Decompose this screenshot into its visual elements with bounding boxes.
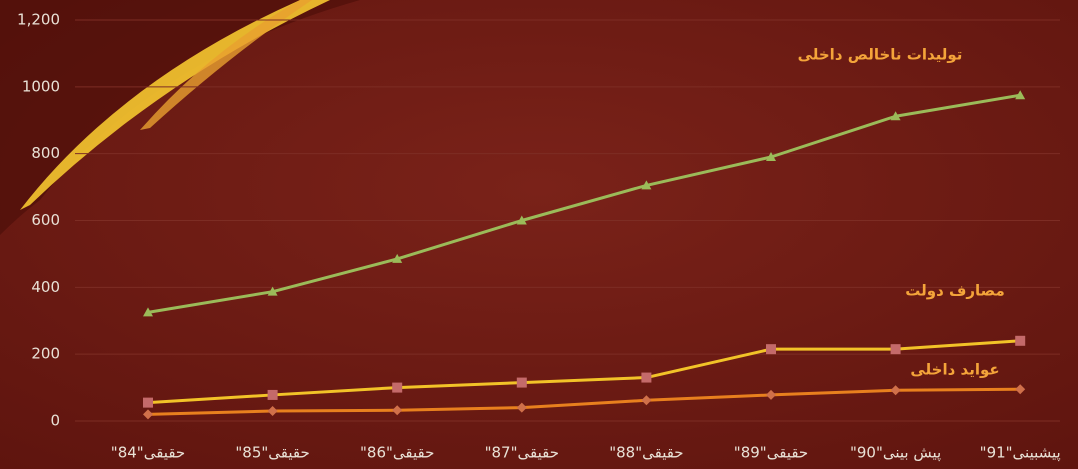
y-tick-label: 400 [31,278,60,296]
x-tick-label: "حقیقی"88 [609,444,683,462]
x-tick-label: "حقیقی"86 [360,444,434,462]
series-label: تولیدات ناخالص داخلی [798,46,963,64]
marker [891,344,901,354]
chart: 0 200 400 600 800 1000 1,200 "حقیقی"84 "حقیقی"85… [0,0,1078,469]
marker [268,390,278,400]
y-tick-label: 200 [31,345,60,363]
series-label: مصارف دولت [905,282,1005,300]
x-tick-label: "پیش بینی"90 [850,444,941,463]
x-tick-label: "حقیقی"85 [235,444,309,462]
x-tick-label: "حقیقی"84 [111,444,185,462]
y-tick-label: 800 [31,144,60,162]
y-tick-label: 0 [50,412,60,430]
marker [517,378,527,388]
x-tick-label: "حقیقی"87 [485,444,559,462]
series-label: عواید داخلی [910,361,999,379]
x-tick-label: "حقیقی"89 [734,444,808,462]
marker [1015,336,1025,346]
y-tick-label: 1000 [22,77,60,95]
y-tick-label: 600 [31,211,60,229]
marker [143,398,153,408]
x-tick-label: "پیشبینی"91 [980,444,1061,463]
marker [766,344,776,354]
marker [392,383,402,393]
marker [641,373,651,383]
y-tick-label: 1,200 [17,11,60,29]
